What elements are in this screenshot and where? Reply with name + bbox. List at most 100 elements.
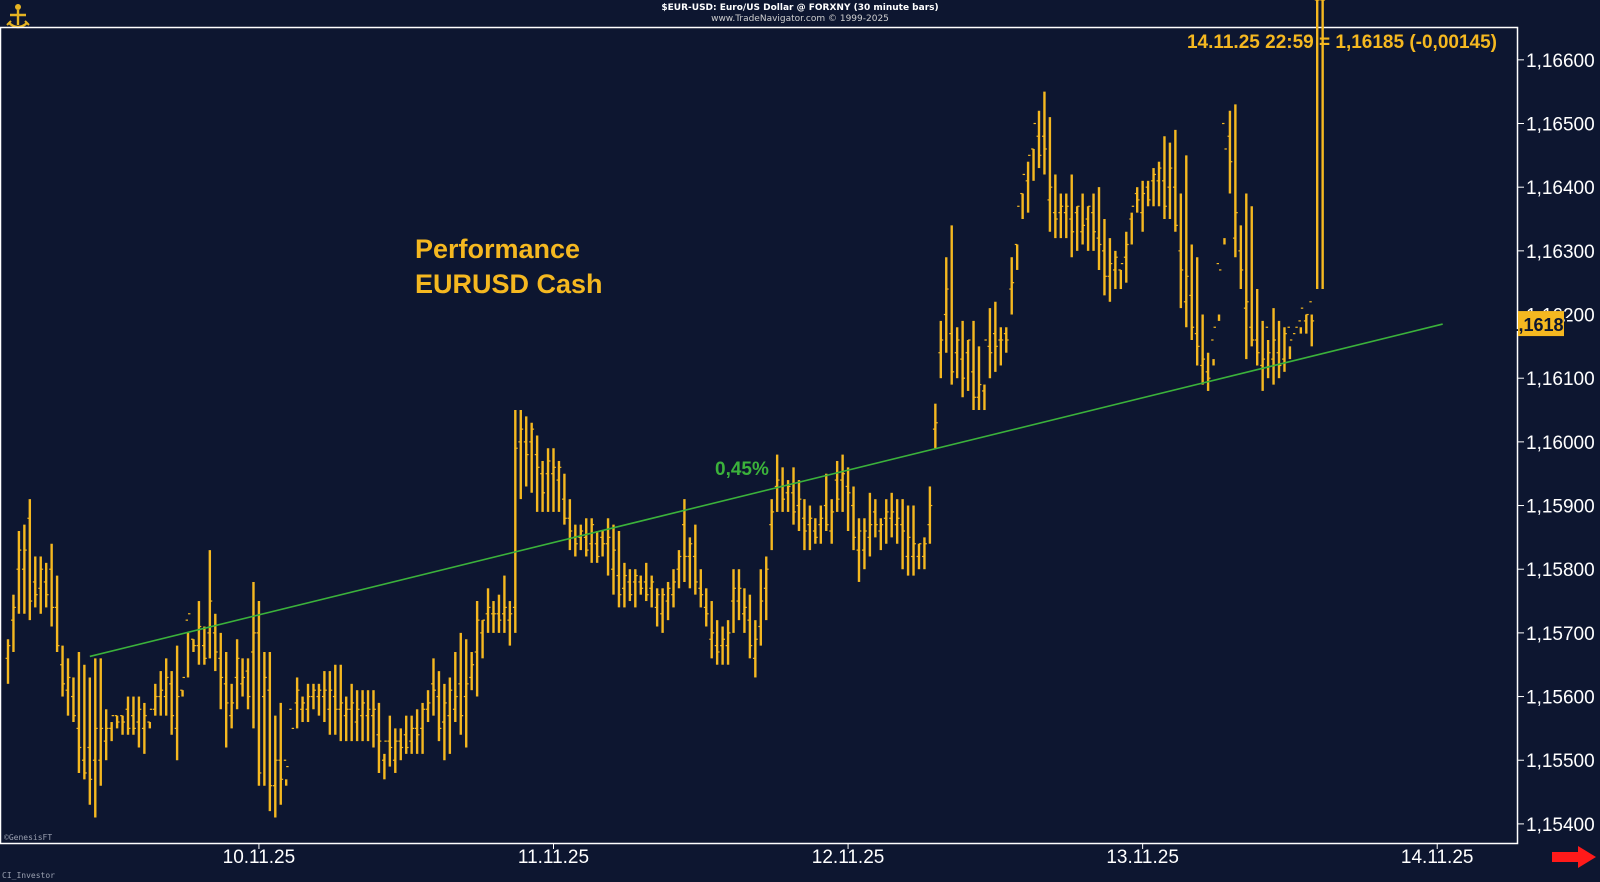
price-marker-label: 1,16185 xyxy=(1508,315,1573,335)
ohlc-bar xyxy=(1178,193,1184,309)
ohlc-bar xyxy=(1254,289,1260,366)
ohlc-bar xyxy=(692,524,698,595)
ohlc-bar xyxy=(927,486,933,544)
ohlc-bar xyxy=(1172,129,1178,232)
performance-trend-line xyxy=(89,323,1443,658)
credit-left: ©GenesisFT xyxy=(4,833,52,842)
ohlc-bar xyxy=(251,581,256,729)
ohlc-bar xyxy=(665,581,671,621)
x-tick-label: 12.11.25 xyxy=(812,847,885,868)
ohlc-bar xyxy=(207,550,213,659)
ohlc-bar xyxy=(698,569,704,608)
ohlc-bar xyxy=(1265,326,1271,379)
ohlc-bar xyxy=(878,518,884,551)
ohlc-bar xyxy=(1232,104,1238,258)
ohlc-bar xyxy=(987,308,993,379)
ohlc-bar xyxy=(954,327,960,379)
ohlc-bar xyxy=(600,531,605,557)
ohlc-bar xyxy=(867,492,873,557)
ohlc-bar xyxy=(1074,205,1080,251)
ohlc-bar xyxy=(823,473,829,532)
ohlc-bar xyxy=(131,696,136,735)
ohlc-bar xyxy=(1260,320,1266,391)
ohlc-bar xyxy=(1091,193,1096,251)
ohlc-bar xyxy=(1107,238,1113,302)
ohlc-bar xyxy=(169,671,175,735)
ohlc-bar xyxy=(889,492,895,538)
ohlc-bar xyxy=(523,416,529,487)
ohlc-bar xyxy=(103,709,109,761)
ohlc-bar xyxy=(1063,193,1069,239)
ohlc-bar xyxy=(92,658,98,818)
ohlc-bar xyxy=(1014,205,1020,270)
ohlc-bar xyxy=(109,715,115,742)
ohlc-bar xyxy=(381,740,387,780)
ohlc-bar xyxy=(414,709,420,754)
ohlc-bar xyxy=(976,346,982,411)
ohlc-bar xyxy=(840,454,846,512)
ohlc-bar xyxy=(420,702,425,754)
x-axis: 10.11.25 11.11.25 12.11.25 13.11.25 14.11.25… xyxy=(223,843,1473,868)
ohlc-bar xyxy=(1320,0,1326,290)
ohlc-bar xyxy=(1112,250,1118,290)
ohlc-bar xyxy=(371,690,376,748)
ohlc-bar xyxy=(125,696,131,735)
ohlc-bar xyxy=(16,531,22,614)
ohlc-bar xyxy=(81,664,87,780)
ohlc-bar xyxy=(87,677,93,805)
y-tick-label: 1,16400 xyxy=(1526,178,1595,199)
copyright-text: www.TradeNavigator.com © 1999-2025 xyxy=(711,14,889,24)
ohlc-bar xyxy=(360,690,365,742)
ohlc-bar xyxy=(496,594,502,633)
ohlc-bar xyxy=(32,556,38,608)
ohlc-bar xyxy=(1309,301,1315,347)
ohlc-bar xyxy=(1222,122,1227,245)
ohlc-bar xyxy=(1243,193,1249,360)
ohlc-bar xyxy=(540,460,545,512)
ohlc-bar xyxy=(687,537,693,589)
logo-icon xyxy=(6,4,30,29)
ohlc-bar xyxy=(900,499,906,570)
ohlc-bar xyxy=(212,613,218,672)
ohlc-bar xyxy=(780,467,786,512)
ohlc-bar xyxy=(589,518,595,563)
ohlc-bar xyxy=(971,320,976,411)
ohlc-bar xyxy=(1282,327,1287,372)
ohlc-bar xyxy=(27,499,33,621)
ohlc-bar xyxy=(856,518,862,582)
ohlc-bar xyxy=(736,569,742,621)
ohlc-bar xyxy=(649,575,655,608)
ohlc-bar xyxy=(1314,0,1320,290)
y-axis: 1,15400 1,15500 1,15600 1,15700 1,15800 1,159… xyxy=(1518,51,1595,836)
chart-title: $EUR-USD: Euro/US Dollar @ FORXNY (30 mi… xyxy=(661,3,939,13)
ohlc-bar xyxy=(76,651,82,773)
ohlc-bar xyxy=(676,550,682,589)
ohlc-bar xyxy=(1080,193,1086,245)
ohlc-bar xyxy=(485,588,491,633)
ohlc-bar xyxy=(943,257,949,353)
ohlc-bar xyxy=(49,543,55,627)
ohlc-bar xyxy=(1183,155,1189,328)
ohlc-bar xyxy=(147,708,153,729)
ohlc-bar xyxy=(960,320,966,398)
ohlc-bar xyxy=(316,683,322,716)
arrow-right-icon[interactable] xyxy=(1552,846,1596,868)
ohlc-bar xyxy=(185,613,191,678)
ohlc-bar xyxy=(638,575,644,595)
ohlc-bar xyxy=(442,683,447,761)
ohlc-bar xyxy=(136,696,142,748)
y-tick-label: 1,15500 xyxy=(1526,751,1595,772)
ohlc-bar xyxy=(834,460,840,512)
price-marker xyxy=(1518,311,1564,337)
ohlc-bar xyxy=(11,594,16,652)
ohlc-bar xyxy=(851,486,856,551)
ohlc-bar xyxy=(403,715,409,754)
ohlc-bar xyxy=(894,499,900,544)
ohlc-bar xyxy=(163,658,169,716)
ohlc-bar xyxy=(387,715,393,767)
ohlc-bar xyxy=(120,715,125,735)
ohlc-bar xyxy=(1102,219,1107,296)
ohlc-bar xyxy=(1211,326,1216,366)
ohlc-bar xyxy=(283,759,289,786)
ohlc-bar xyxy=(114,715,120,729)
